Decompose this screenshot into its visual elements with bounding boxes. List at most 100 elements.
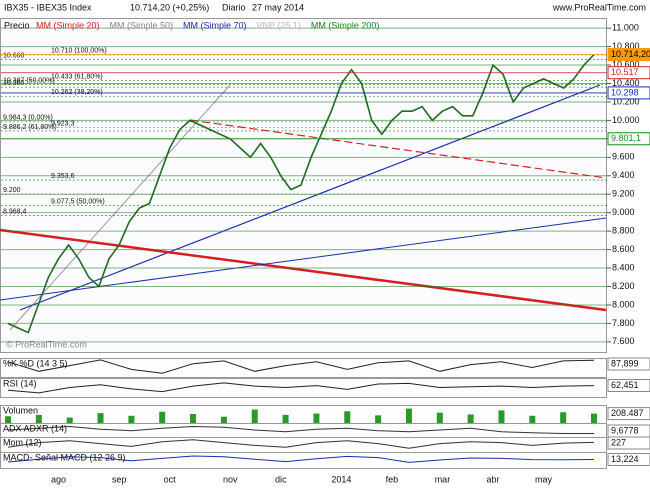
level-label: 9.353,6 [51,173,74,180]
last-value-label: 9,6778 [611,425,639,435]
y-tick-label: 8.200 [612,281,635,291]
level-label: 10.433 (61,80%) [51,73,103,80]
marker-box [607,132,650,146]
x-tick-label: mar [435,474,451,484]
x-tick-label: feb [386,474,399,484]
bar [35,414,42,423]
last-value-label: 13,224 [611,454,639,464]
marker-label: 9.801,1 [611,133,641,143]
bar [220,416,227,423]
y-tick-label: 10.400 [612,78,640,88]
indicator-title: RSI (14) [3,378,37,388]
bar [375,415,382,423]
y-tick-label: 10.200 [612,96,640,106]
y-tick-label: 8.600 [612,244,635,254]
date: 27 may 2014 [252,2,304,12]
x-tick-label: dic [275,474,287,484]
legend-price: Precio [4,20,30,30]
indicator-title: %K %D (14 3 5) [3,358,68,368]
last-value-box [607,407,650,421]
period: Diario [222,2,246,12]
trend-channel [9,84,231,331]
bar [560,412,567,423]
indicator-panel [0,452,607,469]
marker-label: 10.714,20 [611,49,650,59]
bar [190,414,197,423]
series-line [7,382,595,394]
level-label: 10.387 (50,00%) [3,78,55,85]
trend-line [0,228,607,312]
y-tick-label: 8.000 [612,299,635,309]
bar [251,409,258,423]
y-tick-label: 7.800 [612,318,635,328]
x-tick-label: 2014 [331,474,351,484]
marker-label: 10.298 [611,87,639,97]
x-tick-label: ago [51,474,66,484]
last-value-box [607,378,650,392]
bar [344,411,351,423]
legend-entry: MM (Simple 50) [110,20,174,30]
y-tick-label: 9.000 [612,207,635,217]
indicator-panel [0,378,607,398]
level-label: 10.660 [3,52,25,59]
last-value-box [607,452,650,466]
last-value-box [607,357,650,371]
level-label: 10.710 (100,00%) [51,48,107,55]
last-value-label: 208.487 [611,408,644,418]
watermark: © ProRealTime.com [6,339,87,349]
x-tick-label: oct [164,474,177,484]
legend-entry: MM (Simple 200) [311,20,380,30]
y-tick-label: 10.000 [612,115,640,125]
bar [498,410,505,423]
level-label: 9.886,2 (61,80%) [3,124,57,131]
y-tick-label: 9.200 [612,189,635,199]
y-tick-label: 9.600 [612,152,635,162]
instrument: IBX35 - IBEX35 Index [4,2,92,12]
marker-label: 10.517 [611,67,639,77]
y-tick-label: 11.000 [612,23,639,33]
level-label: 10.360 [3,80,25,87]
legend-entry: MM (Simple 70) [183,20,247,30]
marker-box [607,66,650,80]
y-tick-label: 8.400 [612,262,635,272]
level-label: 9.200 [3,187,21,194]
bar [313,413,320,423]
marker-box [607,48,650,62]
level-label: 9.984,3 (0,00%) [3,115,53,122]
price-panel [0,18,607,353]
last-value-label: 227 [611,437,626,447]
x-tick-label: sep [112,474,127,484]
x-tick-label: abr [486,474,499,484]
series-line [7,53,595,334]
level-label: 9.923,3 [51,120,74,127]
bar [159,411,166,423]
trend-line [19,84,601,311]
bar [405,408,412,423]
y-tick-label: 8.800 [612,226,635,236]
y-tick-label: 10.600 [612,59,640,69]
x-tick-label: nov [223,474,238,484]
indicator-title: Mom (12) [3,437,42,447]
bar [128,415,135,423]
y-tick-label: 7.600 [612,336,635,346]
last-value-label: 62,451 [611,380,639,390]
last-value-box [607,436,650,450]
last-price: 10.714,20 (+0,25%) [130,2,209,12]
bar [282,414,289,423]
bar [467,414,474,423]
y-tick-label: 9.400 [612,170,635,180]
bar [5,416,11,423]
bar [97,413,104,423]
source: www.ProRealTime.com [552,2,646,12]
x-tick-label: may [535,474,553,484]
indicator-panel [0,358,607,378]
marker-box [607,86,650,100]
last-value-label: 87,899 [611,358,639,368]
legend-entry: MM (Simple 20) [36,20,100,30]
indicator-panel [0,405,607,424]
series-line [7,359,595,374]
indicator-title: ADX ADXR (14) [3,423,67,433]
series-line [7,455,595,463]
series-line [7,439,595,449]
